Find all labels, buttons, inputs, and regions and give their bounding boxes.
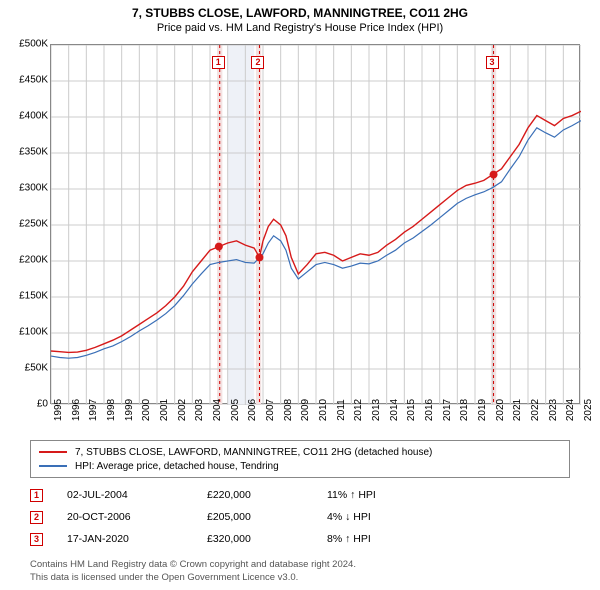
- marker-callout: 3: [486, 56, 499, 69]
- footer-attribution: Contains HM Land Registry data © Crown c…: [30, 559, 570, 584]
- x-tick-label: 2003: [194, 399, 205, 421]
- legend-label-series2: HPI: Average price, detached house, Tend…: [75, 461, 279, 472]
- x-tick-label: 2010: [318, 399, 329, 421]
- x-tick-label: 1998: [106, 399, 117, 421]
- event-marker-2: 2: [30, 511, 43, 524]
- y-tick-label: £400K: [0, 111, 48, 122]
- marker-callout: 1: [212, 56, 225, 69]
- x-tick-label: 2021: [512, 399, 523, 421]
- x-tick-label: 2022: [530, 399, 541, 421]
- chart-svg: [51, 45, 581, 405]
- event-date-2: 20-OCT-2006: [67, 511, 207, 523]
- x-tick-label: 2011: [336, 399, 347, 421]
- event-marker-1: 1: [30, 489, 43, 502]
- x-tick-label: 2024: [565, 399, 576, 421]
- event-row-2: 2 20-OCT-2006 £205,000 4% ↓ HPI: [30, 506, 570, 528]
- event-row-1: 1 02-JUL-2004 £220,000 11% ↑ HPI: [30, 484, 570, 506]
- marker-callout: 2: [251, 56, 264, 69]
- x-tick-label: 2005: [230, 399, 241, 421]
- x-tick-label: 1999: [124, 399, 135, 421]
- y-tick-label: £250K: [0, 219, 48, 230]
- events-table: 1 02-JUL-2004 £220,000 11% ↑ HPI 2 20-OC…: [30, 484, 570, 550]
- event-date-3: 17-JAN-2020: [67, 533, 207, 545]
- y-tick-label: £100K: [0, 327, 48, 338]
- x-tick-label: 2002: [177, 399, 188, 421]
- y-tick-label: £50K: [0, 363, 48, 374]
- y-tick-label: £150K: [0, 291, 48, 302]
- event-price-3: £320,000: [207, 533, 327, 545]
- y-tick-label: £200K: [0, 255, 48, 266]
- legend-swatch-series1: [39, 451, 67, 453]
- x-tick-label: 2013: [371, 399, 382, 421]
- x-tick-label: 2018: [459, 399, 470, 421]
- footer-line2: This data is licensed under the Open Gov…: [30, 572, 570, 584]
- event-price-1: £220,000: [207, 489, 327, 501]
- x-tick-label: 2007: [265, 399, 276, 421]
- legend-swatch-series2: [39, 465, 67, 467]
- event-delta-1: 11% ↑ HPI: [327, 489, 447, 501]
- chart-plot-area: [50, 44, 580, 404]
- x-tick-label: 2008: [283, 399, 294, 421]
- footer-line1: Contains HM Land Registry data © Crown c…: [30, 559, 570, 571]
- x-tick-label: 2023: [548, 399, 559, 421]
- x-tick-label: 1997: [88, 399, 99, 421]
- x-tick-label: 2019: [477, 399, 488, 421]
- x-tick-label: 2017: [442, 399, 453, 421]
- event-delta-2: 4% ↓ HPI: [327, 511, 447, 523]
- chart-titles: 7, STUBBS CLOSE, LAWFORD, MANNINGTREE, C…: [0, 0, 600, 36]
- x-tick-label: 2009: [300, 399, 311, 421]
- legend-row-2: HPI: Average price, detached house, Tend…: [39, 459, 561, 473]
- x-tick-label: 2006: [247, 399, 258, 421]
- event-row-3: 3 17-JAN-2020 £320,000 8% ↑ HPI: [30, 528, 570, 550]
- legend-row-1: 7, STUBBS CLOSE, LAWFORD, MANNINGTREE, C…: [39, 445, 561, 459]
- x-tick-label: 2004: [212, 399, 223, 421]
- y-tick-label: £500K: [0, 39, 48, 50]
- y-tick-label: £450K: [0, 75, 48, 86]
- y-tick-label: £0: [0, 399, 48, 410]
- title-address: 7, STUBBS CLOSE, LAWFORD, MANNINGTREE, C…: [0, 6, 600, 20]
- x-tick-label: 2014: [389, 399, 400, 421]
- event-delta-3: 8% ↑ HPI: [327, 533, 447, 545]
- y-tick-label: £300K: [0, 183, 48, 194]
- event-marker-3: 3: [30, 533, 43, 546]
- title-subtitle: Price paid vs. HM Land Registry's House …: [0, 22, 600, 34]
- x-tick-label: 2001: [159, 399, 170, 421]
- x-tick-label: 2020: [495, 399, 506, 421]
- event-price-2: £205,000: [207, 511, 327, 523]
- x-tick-label: 1995: [53, 399, 64, 421]
- event-date-1: 02-JUL-2004: [67, 489, 207, 501]
- x-tick-label: 2016: [424, 399, 435, 421]
- x-tick-label: 2012: [353, 399, 364, 421]
- page: 7, STUBBS CLOSE, LAWFORD, MANNINGTREE, C…: [0, 0, 600, 590]
- x-tick-label: 2015: [406, 399, 417, 421]
- legend-box: 7, STUBBS CLOSE, LAWFORD, MANNINGTREE, C…: [30, 440, 570, 478]
- y-tick-label: £350K: [0, 147, 48, 158]
- x-tick-label: 2000: [141, 399, 152, 421]
- legend-label-series1: 7, STUBBS CLOSE, LAWFORD, MANNINGTREE, C…: [75, 447, 432, 458]
- x-tick-label: 2025: [583, 399, 594, 421]
- x-tick-label: 1996: [71, 399, 82, 421]
